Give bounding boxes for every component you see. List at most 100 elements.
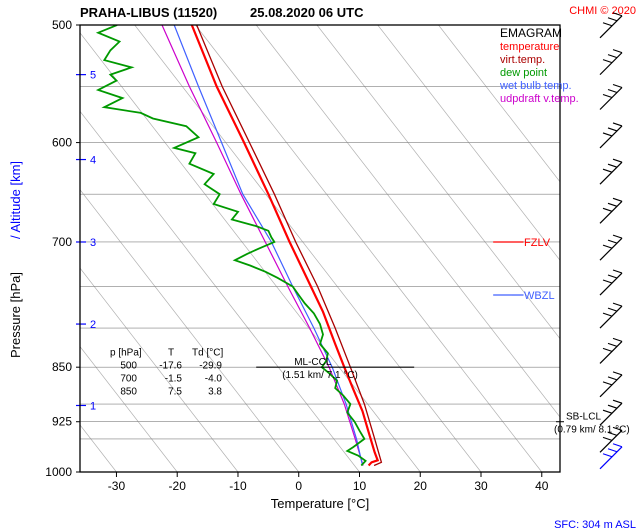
xtick-label: -30 <box>108 479 126 493</box>
wind-barb-feather <box>613 303 622 306</box>
alt-tick-label: 2 <box>90 319 96 331</box>
virt-temp-curve <box>197 25 382 466</box>
wind-barb-feather <box>603 60 612 63</box>
legend-item: wet bulb temp. <box>499 80 572 92</box>
wind-barb-feather <box>603 454 612 457</box>
wind-barb-feather <box>608 203 617 206</box>
wind-barb-feather <box>613 338 622 341</box>
wind-barb-feather <box>603 348 612 351</box>
xtick-label: -10 <box>229 479 247 493</box>
emagram-chart: 500 600 700 850 925 1000 1 2 3 4 5 -30 -20 -10 0 10 20 30… <box>0 0 641 532</box>
legend-item: temperature <box>500 41 559 53</box>
dew-point-curve <box>98 25 365 466</box>
annot-label: SB-LCL <box>566 412 601 423</box>
plot-border <box>80 25 560 472</box>
table-cell: -29.9 <box>199 361 222 372</box>
xtick-label: 40 <box>535 479 549 493</box>
annot-label: WBZL <box>524 290 555 302</box>
wind-barb-feather <box>603 437 612 440</box>
xtick-label: 20 <box>414 479 428 493</box>
wind-barb-feather <box>608 240 617 243</box>
wind-barb-feather <box>613 444 622 447</box>
title-station: PRAHA-LIBUS (11520) <box>80 5 217 20</box>
wind-barb-feather <box>603 169 612 172</box>
ytick-pressure: 1000 <box>45 465 72 479</box>
xtick-label: 0 <box>295 479 302 493</box>
diag-isotherm <box>317 25 641 472</box>
wind-barb-feather <box>608 275 617 278</box>
annot-label: FZLV <box>524 237 551 249</box>
wind-barb-feather <box>613 372 622 375</box>
wind-barb-feather <box>608 449 617 452</box>
wind-barb-feather <box>603 133 612 136</box>
ytick-pressure: 850 <box>52 360 72 374</box>
wind-barb-feather <box>608 55 617 58</box>
alt-tick-label: 5 <box>90 70 96 82</box>
ytick-pressure: 500 <box>52 18 72 32</box>
wind-barb-feather <box>608 377 617 380</box>
wind-barb-feather <box>608 343 617 346</box>
wind-barb-feather <box>613 84 622 87</box>
table-hdr: Td [°C] <box>192 348 223 359</box>
table-cell: 700 <box>120 374 137 385</box>
xtick-label: -20 <box>169 479 187 493</box>
wind-barb-feather <box>613 270 622 273</box>
table-cell: 850 <box>120 387 137 398</box>
wind-barb-feather <box>608 18 617 21</box>
ytick-pressure: 925 <box>52 415 72 429</box>
legend-item: virt.temp. <box>500 54 545 66</box>
chart-svg: 500 600 700 850 925 1000 1 2 3 4 5 -30 -20 -10 0 10 20 30… <box>0 0 641 532</box>
xtick-label: 30 <box>474 479 488 493</box>
wind-barb-feather <box>608 164 617 167</box>
wind-barb-feather <box>603 245 612 248</box>
wind-barb-feather <box>613 235 622 238</box>
legend-item: udpdraft v.temp. <box>500 93 579 105</box>
attribution: CHMI © 2020 <box>569 5 636 17</box>
wind-barb-feather <box>613 198 622 201</box>
diag-isotherm <box>0 25 238 472</box>
wind-barb-feather <box>613 400 622 403</box>
wind-barb-feather <box>608 89 617 92</box>
table-cell: -4.0 <box>205 374 223 385</box>
table-cell: -1.5 <box>165 374 183 385</box>
diag-isotherm <box>0 25 299 472</box>
table-hdr: T <box>168 348 174 359</box>
wind-barb-feather <box>603 208 612 211</box>
wind-barb-feather <box>613 159 622 162</box>
annot-sublabel: (1.51 km/ 7.1 °C) <box>282 370 358 381</box>
alt-tick-label: 4 <box>90 155 96 167</box>
table-hdr: p [hPa] <box>110 348 142 359</box>
diag-isotherm <box>0 25 56 472</box>
xtick-label: 10 <box>353 479 367 493</box>
legend-item: dew point <box>500 67 547 79</box>
table-cell: 3.8 <box>208 387 222 398</box>
wind-barb-feather <box>603 382 612 385</box>
wind-barb-feather <box>608 128 617 131</box>
updraft-curve <box>162 25 363 466</box>
diag-isotherm <box>0 25 177 472</box>
temperature-curve <box>192 25 378 466</box>
table-cell: -17.6 <box>159 361 182 372</box>
ytick-pressure: 700 <box>52 235 72 249</box>
wind-barb-feather <box>608 405 617 408</box>
ylabel-altitude: / Altitude [km] <box>8 161 23 239</box>
alt-tick-label: 3 <box>90 237 96 249</box>
annot-label: ML-CCL <box>294 357 332 368</box>
wind-barb-feather <box>603 410 612 413</box>
title-timestamp: 25.08.2020 06 UTC <box>250 5 364 20</box>
wind-barb-feather <box>613 50 622 53</box>
table-cell: 7.5 <box>168 387 182 398</box>
wind-barb-feather <box>613 123 622 126</box>
wind-barb-feather <box>603 23 612 26</box>
xlabel: Temperature [°C] <box>271 496 369 511</box>
table-cell: 500 <box>120 361 137 372</box>
ylabel-pressure: Pressure [hPa] <box>8 272 23 358</box>
wind-barb-feather <box>603 280 612 283</box>
wind-barb-feather <box>608 308 617 311</box>
footer-sfc: SFC: 304 m ASL <box>554 519 636 531</box>
legend-header: EMAGRAM <box>500 26 562 40</box>
alt-tick-label: 1 <box>90 400 96 412</box>
wind-barb-feather <box>603 313 612 316</box>
ytick-pressure: 600 <box>52 136 72 150</box>
wind-barb-feather <box>603 94 612 97</box>
